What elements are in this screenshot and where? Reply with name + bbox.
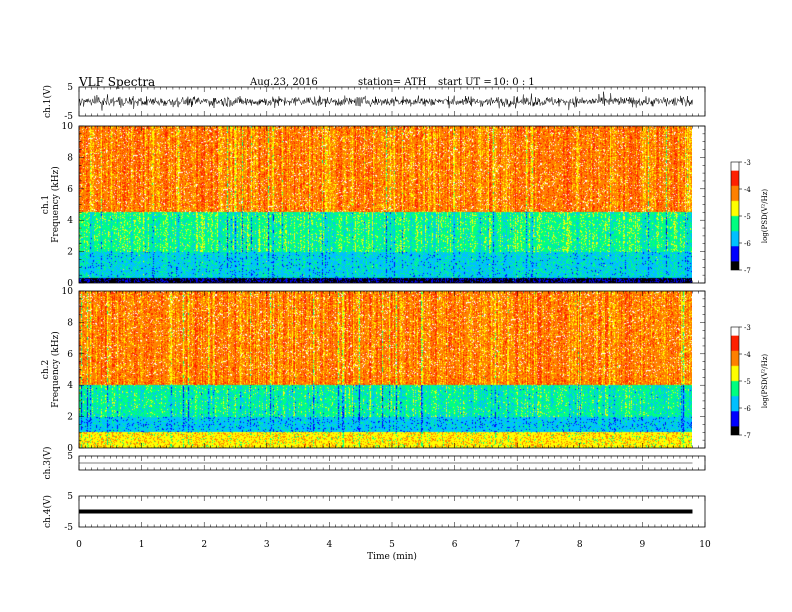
colorbar-tick-label: -7 xyxy=(744,432,751,440)
y-tick-label: 0 xyxy=(67,444,73,454)
y-axis-label: ch.1(V) xyxy=(42,85,53,118)
colorbar-label: log(PSD(V²/Hz) xyxy=(761,354,769,409)
y-tick-label: 8 xyxy=(67,153,73,163)
y-tick-label: 5 xyxy=(67,83,73,93)
x-tick-label: 6 xyxy=(452,540,458,550)
y-tick-label: 10 xyxy=(62,287,74,297)
y-axis-label: ch.1 xyxy=(41,195,51,214)
x-tick-label: 10 xyxy=(699,540,711,550)
colorbar-tick-label: -4 xyxy=(744,186,751,194)
colorbar-label: log(PSD(V²/Hz) xyxy=(761,189,769,244)
date-label: Aug.23, 2016 xyxy=(250,77,318,88)
x-tick-label: 7 xyxy=(514,540,520,550)
y-tick-label: -5 xyxy=(64,112,73,122)
y-axis-label: Frequency (kHz) xyxy=(50,331,61,408)
station-label: station= ATH xyxy=(358,77,427,88)
y-tick-label: 0 xyxy=(67,279,73,289)
y-tick-label: 6 xyxy=(67,185,73,195)
x-tick-label: 4 xyxy=(327,540,333,550)
colorbar-2 xyxy=(731,327,739,435)
x-tick-label: 8 xyxy=(577,540,583,550)
colorbar-1 xyxy=(731,162,739,270)
colorbar-tick-label: -5 xyxy=(744,213,751,221)
colorbar-tick-label: -6 xyxy=(744,240,751,248)
colorbar-tick-label: -3 xyxy=(744,324,751,332)
colorbar-tick-label: -7 xyxy=(744,267,751,275)
colorbar-tick-label: -5 xyxy=(744,378,751,386)
ch1-trace xyxy=(78,91,693,111)
x-tick-label: 3 xyxy=(264,540,270,550)
y-tick-label: -5 xyxy=(64,523,73,533)
colorbar-tick-label: -3 xyxy=(744,159,751,167)
x-tick-label: 2 xyxy=(201,540,207,550)
y-tick-label: 8 xyxy=(67,318,73,328)
y-tick-label: 6 xyxy=(67,350,73,360)
y-axis-label: ch.2 xyxy=(41,360,51,379)
x-tick-label: 0 xyxy=(76,540,82,550)
spectrogram-ch1 xyxy=(79,126,692,283)
colorbar-tick-label: -6 xyxy=(744,405,751,413)
x-tick-label: 5 xyxy=(389,540,395,550)
start-ut-value: 10: 0 : 1 xyxy=(493,77,535,88)
y-axis-label: Frequency (kHz) xyxy=(50,166,61,243)
colorbar-tick-label: -4 xyxy=(744,351,751,359)
figure-title: VLF Spectra xyxy=(79,75,156,89)
y-tick-label: 5 xyxy=(67,452,73,462)
y-tick-label: 2 xyxy=(67,413,73,423)
x-tick-label: 1 xyxy=(139,540,145,550)
y-tick-label: 4 xyxy=(67,381,73,391)
y-axis-label: ch.4(V) xyxy=(42,495,53,528)
start-ut-label: start UT = xyxy=(438,77,492,88)
y-tick-label: 10 xyxy=(62,122,74,132)
y-tick-label: 5 xyxy=(67,492,73,502)
y-tick-label: 4 xyxy=(67,216,73,226)
y-tick-label: 2 xyxy=(67,248,73,258)
x-tick-label: 9 xyxy=(640,540,646,550)
y-axis-label: ch.3(V) xyxy=(42,447,53,480)
x-axis-label: Time (min) xyxy=(367,551,417,562)
spectrogram-ch2 xyxy=(79,291,692,448)
